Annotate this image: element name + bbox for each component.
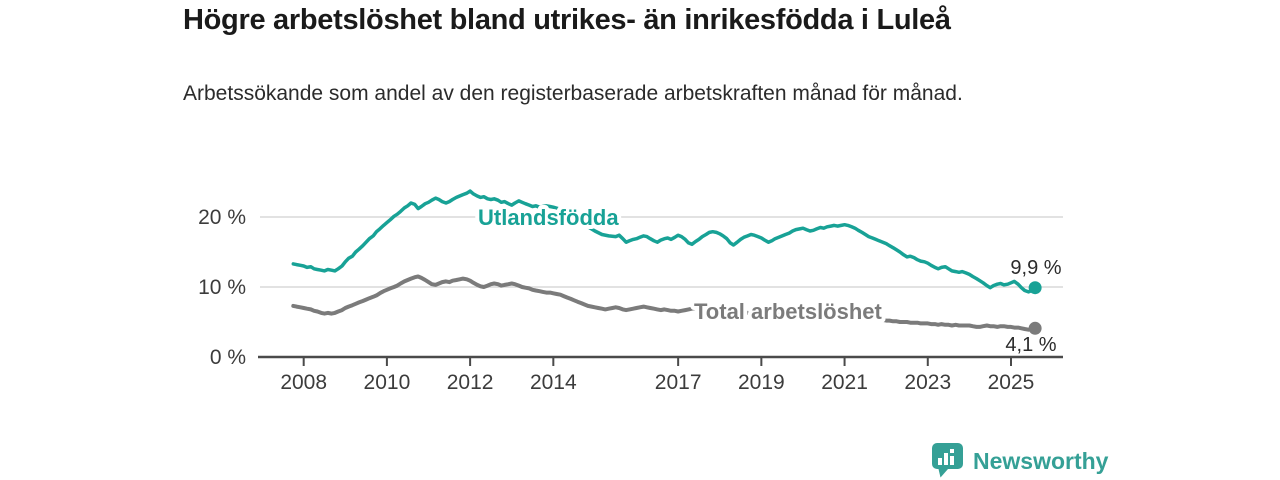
- x-tick-label: 2021: [821, 371, 868, 394]
- x-tick-label: 2014: [530, 371, 577, 394]
- series-end-dot-0: [1028, 281, 1042, 295]
- end-value-label-utlandsfodda: 9,9 %: [1010, 257, 1061, 279]
- x-tick-label: 2019: [738, 371, 785, 394]
- newsworthy-chart-bubble-icon: [932, 443, 963, 478]
- x-tick-label: 2025: [988, 371, 1035, 394]
- x-tick-label: 2023: [904, 371, 951, 394]
- y-tick-label: 0 %: [210, 346, 246, 369]
- series-label-utlandsfodda: Utlandsfödda: [478, 205, 619, 230]
- end-value-label-total-arbetsloshet: 4,1 %: [1005, 334, 1056, 356]
- series-end-dot-1: [1028, 321, 1042, 335]
- gridlines: 0 % 10 % 20 %: [198, 206, 1063, 369]
- x-axis: 2008 2010 2012 2014 2017 2019 2021 2023 2025: [258, 355, 1063, 394]
- x-tick-label: 2012: [447, 371, 494, 394]
- page-subtitle: Arbetssökande som andel av den registerb…: [183, 82, 963, 105]
- page-title: Högre arbetslöshet bland utrikes- än inr…: [183, 4, 951, 36]
- series-line-1: [291, 274, 1038, 332]
- y-tick-label: 20 %: [198, 206, 246, 229]
- newsworthy-logo: Newsworthy: [932, 443, 1108, 478]
- x-tick-label: 2008: [280, 371, 327, 394]
- newsworthy-wordmark: Newsworthy: [973, 447, 1109, 474]
- x-tick-label: 2010: [364, 371, 411, 394]
- y-tick-label: 10 %: [198, 276, 246, 299]
- series-line-0: [291, 189, 1037, 294]
- series-label-total-arbetsloshet: Total arbetslöshet: [694, 299, 883, 324]
- x-tick-label: 2017: [655, 371, 702, 394]
- series-lines: [291, 189, 1042, 335]
